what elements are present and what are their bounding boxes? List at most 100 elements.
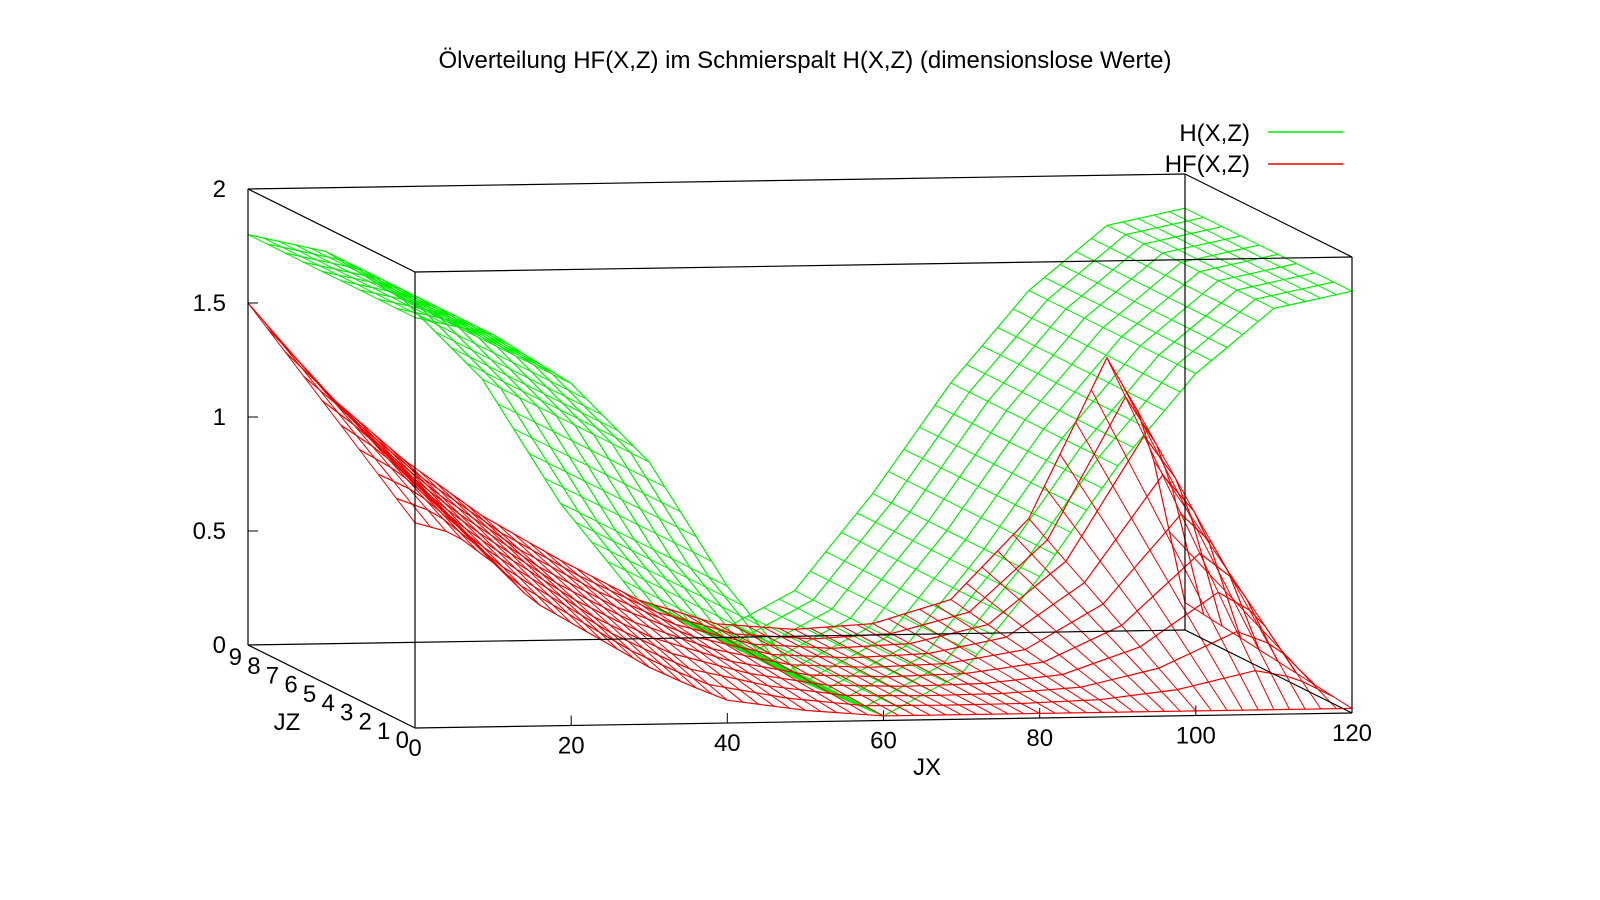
mesh-line-x [1106,357,1275,710]
mesh-line-z [340,253,1278,680]
mesh-line-x [1028,290,1197,374]
mesh-line-x [388,290,556,375]
mesh-line-x [247,302,416,524]
mesh-line-x [825,551,994,636]
mesh-line-x [310,374,478,552]
mesh-line-x [903,448,1072,533]
mesh-line-x [1169,211,1337,296]
mesh-line-x [1075,421,1244,711]
x-tick-label: 0 [408,735,421,762]
mesh-line-x [934,404,1103,489]
chart-title: Ölverteilung HF(X,Z) im Schmierspalt H(X… [438,47,1171,74]
mesh-line-x [997,327,1165,411]
x-tick-label: 20 [558,733,585,760]
box-edge [247,644,416,729]
mesh-line-x [513,428,681,513]
legend: H(X,Z) HF(X,Z) [1165,120,1343,178]
mesh-line-x [544,550,713,695]
mesh-line-x [1075,250,1243,335]
mesh-line-x [575,522,744,607]
mesh-line-x [528,453,697,537]
mesh-line-x [1153,460,1322,710]
mesh-line-z [303,375,1242,659]
mesh-line-x [606,583,775,707]
x-tick-label: 100 [1176,723,1216,750]
mesh-line-x [1028,518,1197,712]
mesh-line-x [450,493,619,650]
mesh-line-x [357,270,525,355]
box-edge [1184,173,1353,258]
z-tick-label: 6 [284,672,297,699]
mesh-line-x [591,575,759,705]
mesh-line-x [1090,389,1259,711]
mesh-line-z [303,235,1241,662]
z-tick-label: 5 [303,681,316,708]
z-tick-label: 4 [321,690,334,717]
mesh-line-x [372,432,541,606]
mesh-line-x [809,570,978,655]
mesh-line-x [841,531,1009,616]
mesh-line-x [1169,531,1337,710]
mesh-line-x [372,280,541,365]
mesh-line-x [325,392,494,563]
mesh-line-x [1122,221,1290,306]
mesh-line-z [396,281,1334,708]
mesh-line-x [247,234,416,319]
mesh-line-x [981,345,1150,430]
mesh-line-x [1012,534,1181,712]
x-tick-label: 40 [714,730,741,757]
mesh-line-x [966,364,1134,448]
mesh-line-x [638,599,806,711]
mesh-line-x [1059,453,1228,711]
mesh-line-x [1106,224,1275,309]
mesh-line-x [403,300,572,384]
mesh-line-z [414,290,1353,717]
mesh-line-x [685,613,853,715]
mesh-line-x [794,628,962,716]
y-tick-label: 0.5 [193,518,226,545]
mesh-line-x [934,603,1103,713]
z-tick-label: 3 [340,699,353,726]
mesh-line-x [544,477,712,562]
mesh-line-x [966,582,1134,713]
mesh-line-x [278,240,447,325]
mesh-line-x [591,541,759,626]
z-tick-label: 2 [359,709,372,736]
mesh-line-x [263,320,431,528]
mesh-line-x [1044,277,1212,361]
mesh-line-x [1137,411,1306,710]
mesh-line-x [888,471,1056,555]
mesh-line-x [669,609,837,714]
y-tick-label: 2 [213,176,226,203]
mesh-line-z [322,244,1260,671]
mesh-line-x [1043,486,1212,711]
z-tick-label: 8 [247,653,260,680]
mesh-line-x [278,338,447,532]
x-tick-label: 60 [870,728,897,755]
z-axis-label: JZ [274,709,301,736]
mesh-line-x [450,347,619,432]
mesh-line-x [435,331,603,416]
box-edge [247,188,416,273]
mesh-line-x [606,560,775,645]
box-edge [247,629,1186,646]
x-axis-label: JX [913,754,941,781]
mesh-line-x [419,315,588,400]
mesh-line-x [950,599,1119,713]
mesh-line-x [872,623,1040,714]
x-tick-label: 120 [1332,720,1372,747]
mesh-line-x [466,362,634,447]
z-tick-label: 0 [396,727,409,754]
mesh-line-x [856,512,1025,597]
mesh-line-x [528,542,697,689]
mesh-line-x [497,524,666,675]
mesh-line-x [325,251,494,336]
mesh-line-x [481,515,650,668]
mesh-line-x [1137,218,1306,302]
mesh-line-x [1184,602,1353,709]
mesh-line-x [560,502,728,587]
mesh-line-x [403,459,572,624]
mesh-line-x [513,533,681,682]
